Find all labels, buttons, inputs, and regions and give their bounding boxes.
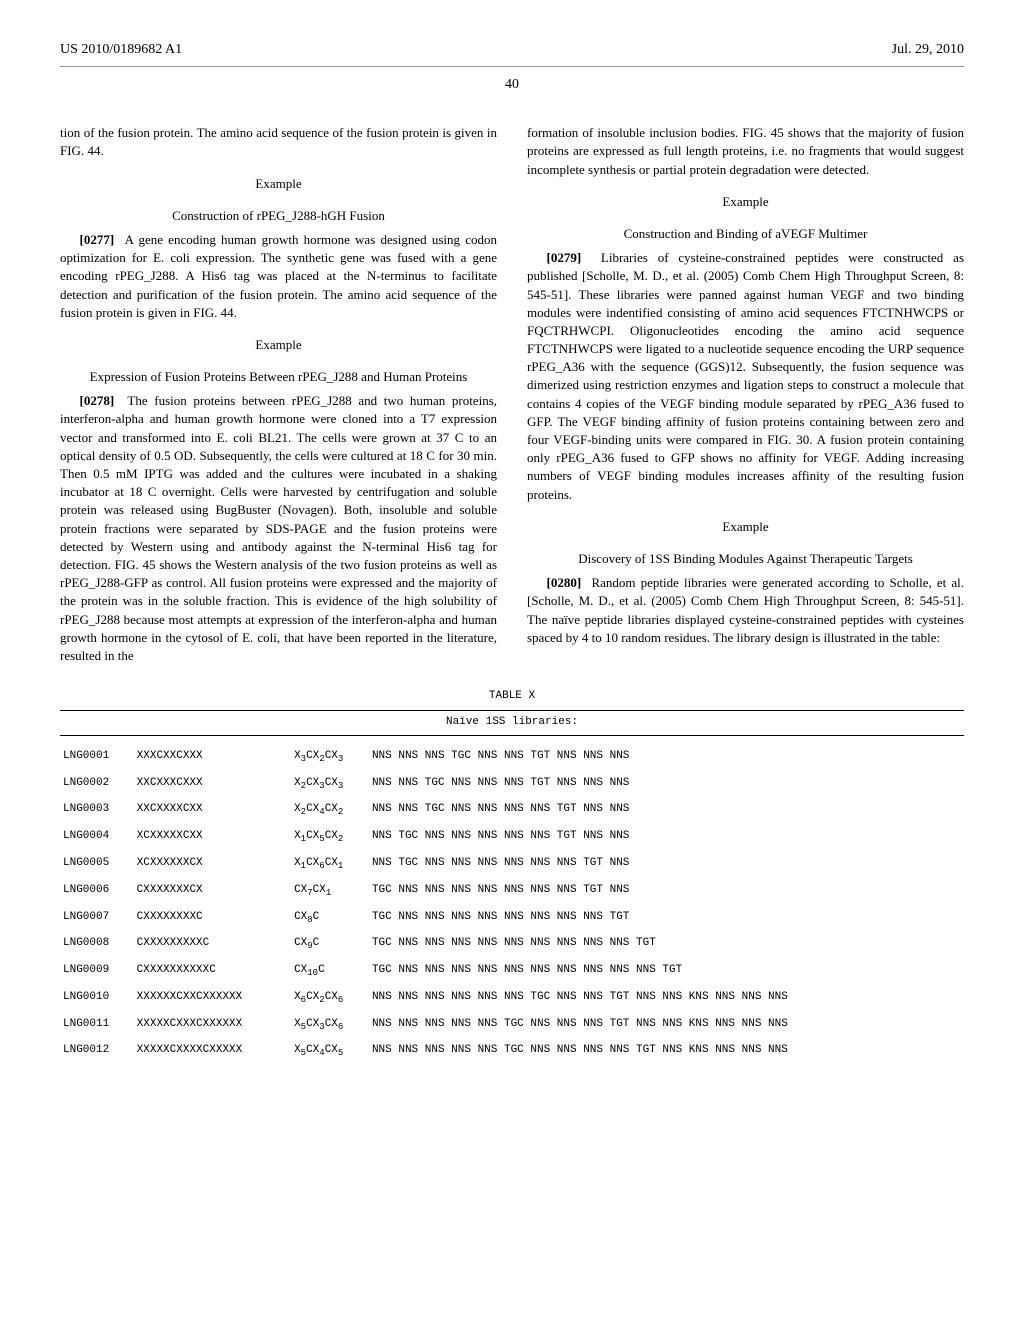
lib-id: LNG0001 bbox=[60, 744, 134, 771]
table-subtitle: Naïve 1SS libraries: bbox=[60, 710, 964, 735]
lib-formula: X1CX6CX1 bbox=[291, 851, 369, 878]
page-number: 40 bbox=[60, 75, 964, 95]
paragraph-number: [0278] bbox=[80, 393, 115, 408]
example-title: Expression of Fusion Proteins Between rP… bbox=[60, 368, 497, 386]
lib-id: LNG0012 bbox=[60, 1038, 134, 1065]
continuation-paragraph: formation of insoluble inclusion bodies.… bbox=[527, 124, 964, 179]
example-label: Example bbox=[527, 518, 964, 536]
lib-codons: TGC NNS NNS NNS NNS NNS NNS NNS NNS NNS … bbox=[369, 931, 964, 958]
table-row: LNG0010XXXXXXCXXCXXXXXXX6CX2CX6NNS NNS N… bbox=[60, 985, 964, 1012]
publication-date: Jul. 29, 2010 bbox=[892, 40, 964, 60]
lib-pattern: CXXXXXXXXXC bbox=[134, 931, 291, 958]
paragraph-0279: [0279] Libraries of cysteine-constrained… bbox=[527, 249, 964, 504]
lib-pattern: CXXXXXXXXXXC bbox=[134, 958, 291, 985]
lib-pattern: XXXXXCXXXXCXXXXX bbox=[134, 1038, 291, 1065]
lib-id: LNG0011 bbox=[60, 1012, 134, 1039]
lib-id: LNG0006 bbox=[60, 878, 134, 905]
lib-id: LNG0007 bbox=[60, 905, 134, 932]
table-row: LNG0006CXXXXXXXCXCX7CX1TGC NNS NNS NNS N… bbox=[60, 878, 964, 905]
lib-id: LNG0005 bbox=[60, 851, 134, 878]
lib-codons: NNS NNS TGC NNS NNS NNS TGT NNS NNS NNS bbox=[369, 771, 964, 798]
paragraph-0278: [0278] The fusion proteins between rPEG_… bbox=[60, 392, 497, 665]
lib-codons: NNS NNS TGC NNS NNS NNS NNS TGT NNS NNS bbox=[369, 797, 964, 824]
lib-codons: TGC NNS NNS NNS NNS NNS NNS NNS NNS NNS … bbox=[369, 958, 964, 985]
lib-formula: X1CX5CX2 bbox=[291, 824, 369, 851]
lib-formula: X5CX3CX6 bbox=[291, 1012, 369, 1039]
lib-pattern: XXCXXXCXXX bbox=[134, 771, 291, 798]
table-row: LNG0001XXXCXXCXXXX3CX2CX3NNS NNS NNS TGC… bbox=[60, 744, 964, 771]
lib-id: LNG0008 bbox=[60, 931, 134, 958]
paragraph-0280: [0280] Random peptide libraries were gen… bbox=[527, 574, 964, 647]
lib-pattern: XXXXXCXXXCXXXXXX bbox=[134, 1012, 291, 1039]
lib-formula: X3CX2CX3 bbox=[291, 744, 369, 771]
example-label: Example bbox=[527, 193, 964, 211]
right-column: formation of insoluble inclusion bodies.… bbox=[527, 124, 964, 669]
table-row: LNG0005XCXXXXXXCXX1CX6CX1NNS TGC NNS NNS… bbox=[60, 851, 964, 878]
table-row: LNG0009CXXXXXXXXXXCCX10CTGC NNS NNS NNS … bbox=[60, 958, 964, 985]
left-column: tion of the fusion protein. The amino ac… bbox=[60, 124, 497, 669]
lib-codons: NNS NNS NNS NNS NNS NNS TGC NNS NNS TGT … bbox=[369, 985, 964, 1012]
lib-codons: NNS TGC NNS NNS NNS NNS NNS TGT NNS NNS bbox=[369, 824, 964, 851]
library-table: LNG0001XXXCXXCXXXX3CX2CX3NNS NNS NNS TGC… bbox=[60, 744, 964, 1065]
lib-pattern: CXXXXXXXXC bbox=[134, 905, 291, 932]
example-title: Construction and Binding of aVEGF Multim… bbox=[527, 225, 964, 243]
lib-id: LNG0010 bbox=[60, 985, 134, 1012]
page-header: US 2010/0189682 A1 Jul. 29, 2010 bbox=[60, 40, 964, 67]
table-row: LNG0004XCXXXXXCXXX1CX5CX2NNS TGC NNS NNS… bbox=[60, 824, 964, 851]
paragraph-number: [0280] bbox=[547, 575, 582, 590]
example-label: Example bbox=[60, 175, 497, 193]
table-row: LNG0003XXCXXXXCXXX2CX4CX2NNS NNS TGC NNS… bbox=[60, 797, 964, 824]
table-title: TABLE X bbox=[60, 689, 964, 704]
paragraph-number: [0279] bbox=[547, 250, 582, 265]
lib-formula: CX10C bbox=[291, 958, 369, 985]
lib-pattern: XCXXXXXXCX bbox=[134, 851, 291, 878]
lib-codons: NNS TGC NNS NNS NNS NNS NNS NNS TGT NNS bbox=[369, 851, 964, 878]
example-title: Construction of rPEG_J288-hGH Fusion bbox=[60, 207, 497, 225]
table-row: LNG0002XXCXXXCXXXX2CX3CX3NNS NNS TGC NNS… bbox=[60, 771, 964, 798]
lib-id: LNG0002 bbox=[60, 771, 134, 798]
lib-formula: X5CX4CX5 bbox=[291, 1038, 369, 1065]
lib-formula: CX8C bbox=[291, 905, 369, 932]
table-row: LNG0008CXXXXXXXXXCCX9CTGC NNS NNS NNS NN… bbox=[60, 931, 964, 958]
example-label: Example bbox=[60, 336, 497, 354]
lib-formula: X2CX4CX2 bbox=[291, 797, 369, 824]
two-column-body: tion of the fusion protein. The amino ac… bbox=[60, 124, 964, 669]
table-x: TABLE X Naïve 1SS libraries: LNG0001XXXC… bbox=[60, 689, 964, 1065]
table-row: LNG0011XXXXXCXXXCXXXXXXX5CX3CX6NNS NNS N… bbox=[60, 1012, 964, 1039]
paragraph-number: [0277] bbox=[80, 232, 115, 247]
lib-formula: CX7CX1 bbox=[291, 878, 369, 905]
lib-formula: CX9C bbox=[291, 931, 369, 958]
table-row: LNG0012XXXXXCXXXXCXXXXXX5CX4CX5NNS NNS N… bbox=[60, 1038, 964, 1065]
lib-pattern: XXXXXXCXXCXXXXXX bbox=[134, 985, 291, 1012]
table-row: LNG0007CXXXXXXXXCCX8CTGC NNS NNS NNS NNS… bbox=[60, 905, 964, 932]
paragraph-0277: [0277] A gene encoding human growth horm… bbox=[60, 231, 497, 322]
lib-pattern: XXXCXXCXXX bbox=[134, 744, 291, 771]
lib-pattern: XCXXXXXCXX bbox=[134, 824, 291, 851]
lib-codons: TGC NNS NNS NNS NNS NNS NNS NNS TGT NNS bbox=[369, 878, 964, 905]
lib-codons: NNS NNS NNS NNS NNS TGC NNS NNS NNS TGT … bbox=[369, 1012, 964, 1039]
lib-codons: TGC NNS NNS NNS NNS NNS NNS NNS NNS TGT bbox=[369, 905, 964, 932]
lib-codons: NNS NNS NNS NNS NNS TGC NNS NNS NNS NNS … bbox=[369, 1038, 964, 1065]
lib-codons: NNS NNS NNS TGC NNS NNS TGT NNS NNS NNS bbox=[369, 744, 964, 771]
lib-pattern: CXXXXXXXCX bbox=[134, 878, 291, 905]
example-title: Discovery of 1SS Binding Modules Against… bbox=[527, 550, 964, 568]
lib-id: LNG0003 bbox=[60, 797, 134, 824]
lib-formula: X2CX3CX3 bbox=[291, 771, 369, 798]
lib-pattern: XXCXXXXCXX bbox=[134, 797, 291, 824]
lib-id: LNG0009 bbox=[60, 958, 134, 985]
publication-number: US 2010/0189682 A1 bbox=[60, 40, 182, 60]
lib-id: LNG0004 bbox=[60, 824, 134, 851]
continuation-paragraph: tion of the fusion protein. The amino ac… bbox=[60, 124, 497, 160]
lib-formula: X6CX2CX6 bbox=[291, 985, 369, 1012]
